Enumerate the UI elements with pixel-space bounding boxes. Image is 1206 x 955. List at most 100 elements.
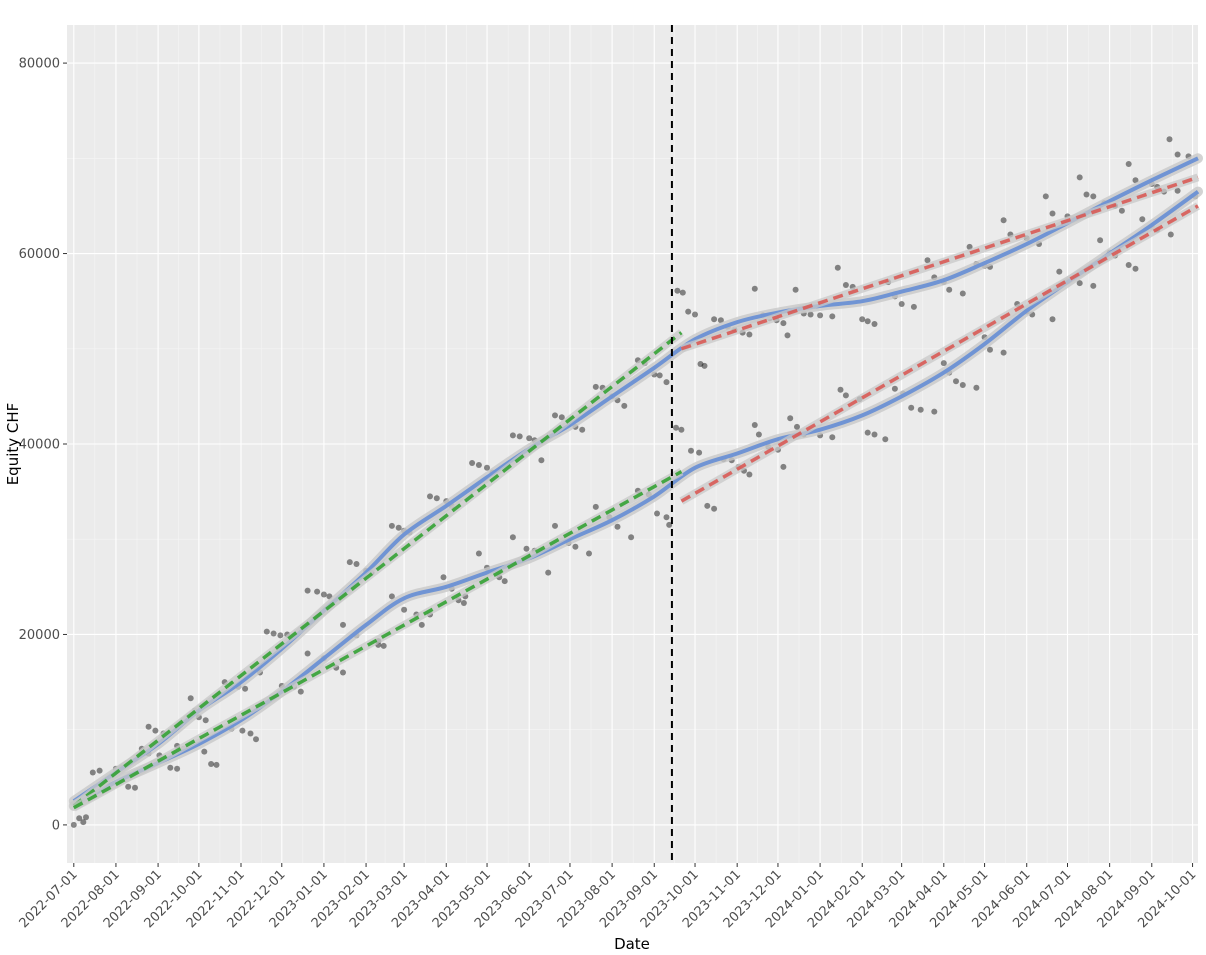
data-point <box>96 767 103 774</box>
data-point <box>711 505 718 512</box>
y-tick-label: 80000 <box>19 57 60 72</box>
data-point <box>842 392 849 399</box>
data-point <box>592 383 599 390</box>
data-point <box>239 727 246 734</box>
data-point <box>202 717 209 724</box>
data-point <box>1042 193 1049 200</box>
data-point <box>678 426 685 433</box>
data-point <box>910 303 917 310</box>
data-point <box>673 424 679 431</box>
data-point <box>864 429 871 436</box>
data-point <box>187 695 194 702</box>
x-axis-title: Date <box>614 935 650 953</box>
data-point <box>1076 280 1083 287</box>
data-point <box>1167 231 1174 238</box>
data-point <box>1049 210 1056 217</box>
data-point <box>807 311 814 318</box>
data-point <box>469 460 476 466</box>
data-point <box>692 311 698 318</box>
data-point <box>1132 265 1139 272</box>
data-point <box>552 412 558 419</box>
data-point <box>475 462 482 468</box>
data-point <box>270 630 277 637</box>
data-point <box>526 435 533 442</box>
data-point <box>208 761 215 767</box>
data-point <box>152 727 159 734</box>
data-point <box>871 321 878 327</box>
data-point <box>1090 193 1097 200</box>
data-point <box>304 650 311 657</box>
data-point <box>717 317 724 324</box>
data-point <box>696 449 703 456</box>
data-point <box>516 433 523 440</box>
data-point <box>586 550 592 557</box>
data-point <box>666 521 673 528</box>
data-point <box>755 431 762 438</box>
data-point <box>663 379 670 386</box>
data-point <box>614 523 621 530</box>
data-point <box>679 289 686 296</box>
data-point <box>558 414 565 421</box>
data-point <box>908 404 915 411</box>
data-point <box>304 587 311 594</box>
chart-marks <box>68 136 1203 828</box>
data-point <box>917 406 924 413</box>
data-point <box>746 331 753 338</box>
data-point <box>76 815 83 822</box>
data-point <box>973 384 980 391</box>
data-point <box>784 332 791 339</box>
data-point <box>924 257 931 264</box>
data-point <box>1097 237 1104 244</box>
data-point <box>663 514 670 521</box>
data-point <box>340 621 346 628</box>
data-point <box>277 632 284 639</box>
data-point <box>987 346 993 353</box>
data-point <box>1174 187 1181 194</box>
data-point <box>746 471 753 478</box>
y-tick-label: 40000 <box>19 438 60 453</box>
data-point <box>701 362 708 369</box>
data-point <box>80 819 87 826</box>
data-point <box>253 736 259 743</box>
data-point <box>628 534 635 541</box>
data-point <box>83 814 89 821</box>
data-point <box>787 415 794 422</box>
data-point <box>794 423 800 430</box>
data-point <box>1174 151 1181 158</box>
data-point <box>460 600 467 606</box>
data-point <box>538 457 545 464</box>
smooth-line <box>72 156 1199 803</box>
data-point <box>882 436 889 443</box>
y-axis-ticks: 0 20000 40000 60000 80000 <box>19 57 67 833</box>
data-point <box>940 360 947 367</box>
data-point <box>1125 161 1132 167</box>
data-point <box>440 574 447 581</box>
data-point <box>674 287 681 294</box>
data-point <box>346 559 353 566</box>
data-point <box>842 282 849 288</box>
data-point <box>1132 177 1139 184</box>
data-point <box>592 503 599 510</box>
data-point <box>70 821 77 828</box>
data-point <box>751 285 758 292</box>
data-point <box>946 286 953 293</box>
data-point <box>1166 136 1173 143</box>
data-point <box>685 308 692 315</box>
data-point <box>931 408 938 415</box>
data-point <box>484 464 490 471</box>
data-point <box>959 290 966 297</box>
data-point <box>1125 262 1132 268</box>
data-point <box>1090 282 1097 289</box>
data-point <box>167 764 174 771</box>
data-point <box>1076 174 1083 181</box>
data-point <box>697 361 704 367</box>
data-point <box>1056 268 1063 275</box>
data-point <box>552 522 558 529</box>
data-point <box>427 493 433 500</box>
y-tick-label: 20000 <box>19 628 60 643</box>
data-point <box>388 522 395 529</box>
data-point <box>864 318 871 325</box>
data-point <box>656 372 663 379</box>
data-point <box>953 378 959 385</box>
data-point <box>509 534 516 541</box>
